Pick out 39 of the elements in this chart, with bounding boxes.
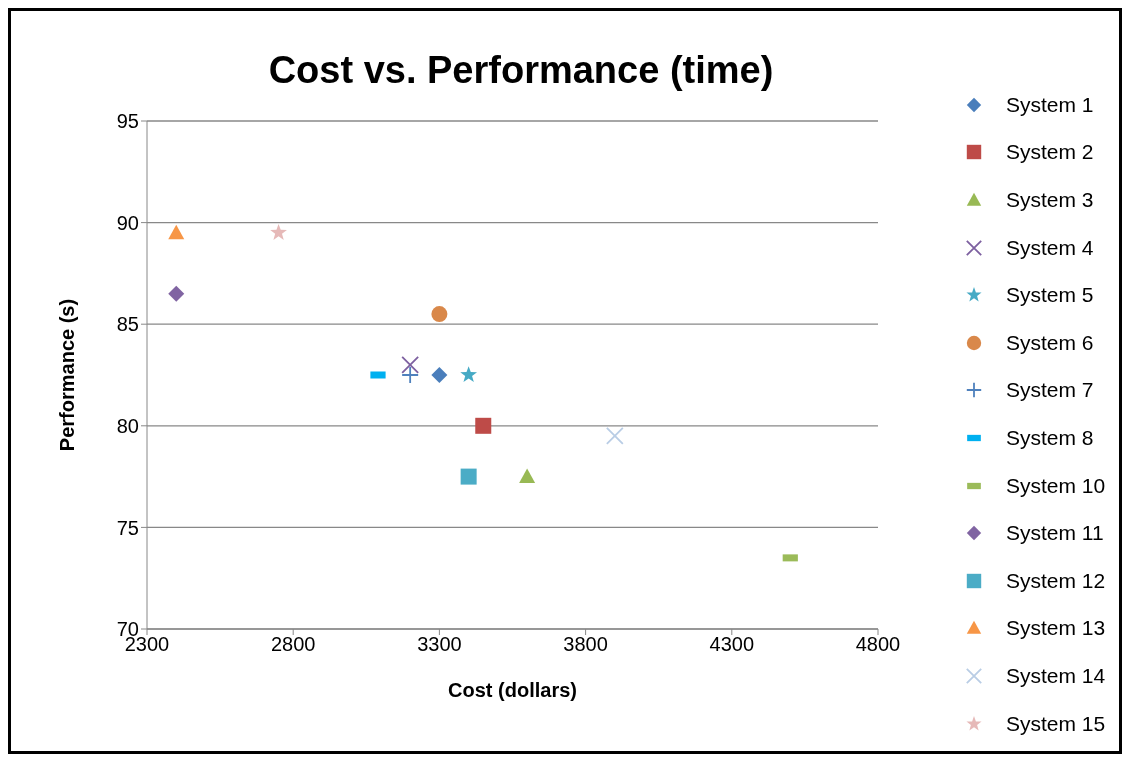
x-tick-label: 3300 xyxy=(417,633,462,656)
point xyxy=(460,468,477,485)
point xyxy=(168,285,185,302)
legend-label: System 2 xyxy=(1006,140,1094,165)
point xyxy=(270,223,287,240)
x-tick-label: 4300 xyxy=(709,633,755,656)
legend-label: System 6 xyxy=(1006,330,1094,355)
point xyxy=(431,306,448,323)
chart-title: Cost vs. Performance (time) xyxy=(267,49,775,92)
legend-label: System 5 xyxy=(1006,283,1094,308)
point xyxy=(168,224,185,240)
legend-label: System 14 xyxy=(1006,663,1106,688)
legend-label: System 11 xyxy=(1006,521,1104,546)
y-tick-label: 85 xyxy=(116,313,139,336)
y-tick-label: 80 xyxy=(116,414,139,437)
legend-label: System 13 xyxy=(1006,616,1106,641)
legend-label: System 7 xyxy=(1006,378,1094,403)
point xyxy=(475,417,492,434)
x-tick-label: 3800 xyxy=(563,633,608,656)
legend-label: System 1 xyxy=(1006,92,1094,117)
x-tick-label: 2800 xyxy=(270,633,316,656)
legend-label: System 15 xyxy=(1006,711,1106,736)
y-tick-label: 90 xyxy=(116,211,139,234)
point xyxy=(401,366,420,384)
y-tick-label: 75 xyxy=(116,516,139,539)
point xyxy=(605,427,624,445)
point xyxy=(431,367,448,383)
x-tick-label: 4800 xyxy=(855,633,901,656)
y-tick-label: 95 xyxy=(116,110,139,133)
y-axis-title: Performance (s) xyxy=(56,298,79,452)
point xyxy=(460,366,478,383)
legend-label: System 8 xyxy=(1006,425,1094,450)
legend-label: System 4 xyxy=(1006,235,1094,260)
point xyxy=(519,468,536,483)
x-axis-title: Cost (dollars) xyxy=(448,679,577,701)
legend-label: System 12 xyxy=(1006,568,1106,593)
legend-label: System 10 xyxy=(1006,473,1106,498)
legend-label: System 3 xyxy=(1006,187,1094,212)
point xyxy=(401,355,420,374)
